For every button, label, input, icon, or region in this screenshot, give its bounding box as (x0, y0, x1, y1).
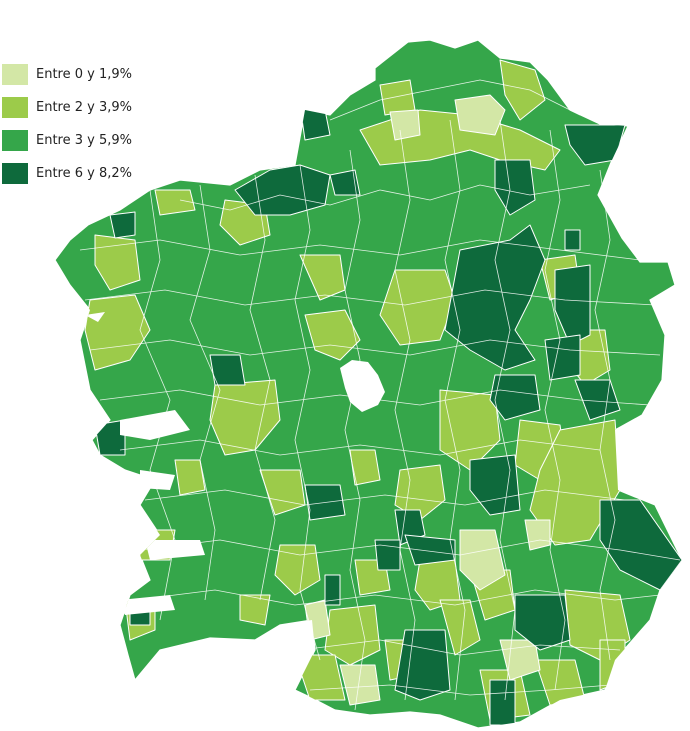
legend-label: Entre 2 y 3,9% (36, 100, 132, 115)
legend-swatch-3-5-9 (2, 130, 28, 151)
estuaries (85, 312, 205, 615)
legend: Entre 0 y 1,9% Entre 2 y 3,9% Entre 3 y … (2, 58, 132, 190)
legend-swatch-6-8-2 (2, 163, 28, 184)
legend-item-0-1-9: Entre 0 y 1,9% (2, 58, 132, 91)
legend-label: Entre 6 y 8,2% (36, 166, 132, 181)
legend-item-2-3-9: Entre 2 y 3,9% (2, 91, 132, 124)
municipalities-0-1-9 (304, 94, 551, 706)
legend-label: Entre 3 y 5,9% (36, 133, 132, 148)
legend-swatch-0-1-9 (2, 64, 28, 85)
municipal-boundaries (79, 79, 681, 711)
legend-item-6-8-2: Entre 6 y 8,2% (2, 157, 132, 190)
legend-label: Entre 0 y 1,9% (36, 67, 132, 82)
legend-item-3-5-9: Entre 3 y 5,9% (2, 124, 132, 157)
no-data-area (340, 360, 385, 412)
legend-swatch-2-3-9 (2, 97, 28, 118)
